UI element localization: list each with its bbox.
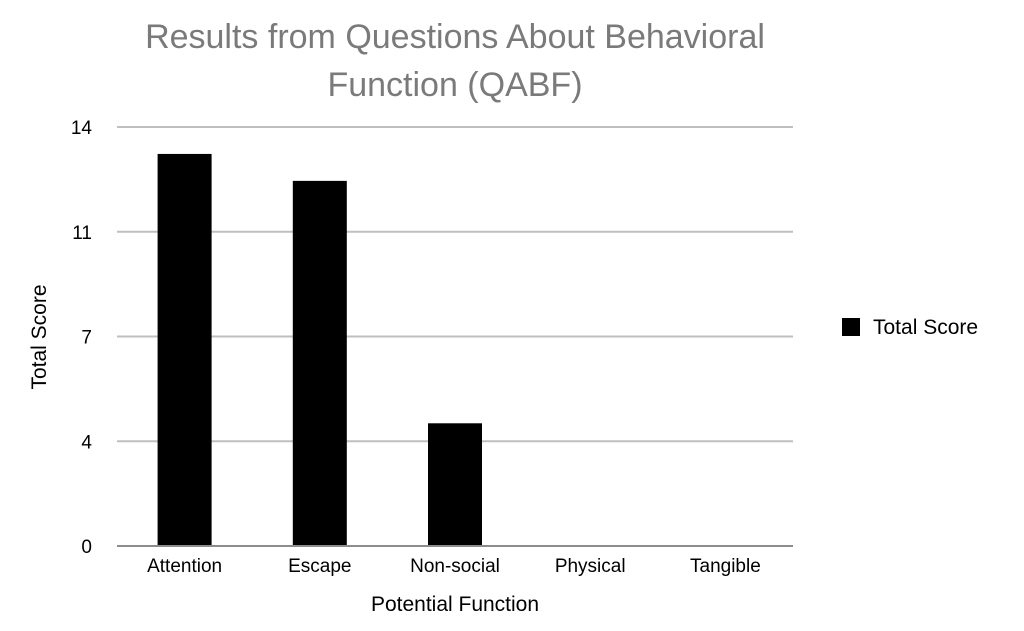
y-tick-label: 4 (81, 432, 92, 453)
x-tick-label: Attention (147, 556, 222, 577)
y-tick-label: 11 (72, 223, 92, 244)
chart-title: Results from Questions About Behavioral F… (145, 18, 765, 104)
bar-non-social (428, 423, 482, 546)
chart-title-line-2: Function (QABF) (327, 66, 582, 104)
x-tick-label: Tangible (690, 556, 761, 577)
bar-attention (157, 153, 212, 546)
x-axis-title: Potential Function (371, 593, 539, 616)
x-tick-label: Physical (555, 556, 626, 577)
y-tick-label: 0 (81, 537, 92, 558)
x-tick-labels: Attention Escape Non-social Physical Tangibl… (147, 556, 761, 577)
x-tick-label: Escape (288, 556, 351, 577)
bar-escape (292, 180, 347, 546)
gridlines (117, 126, 793, 443)
y-tick-labels: 0 4 7 11 14 (71, 118, 93, 558)
chart-title-line-1: Results from Questions About Behavioral (145, 18, 765, 56)
legend-label: Total Score (873, 316, 978, 339)
y-axis-title: Total Score (28, 284, 51, 389)
legend-swatch (842, 318, 860, 336)
legend: Total Score (842, 316, 978, 339)
y-tick-label: 14 (71, 118, 93, 139)
y-tick-label: 7 (81, 328, 92, 349)
x-tick-label: Non-social (410, 556, 500, 577)
bars (157, 153, 482, 546)
